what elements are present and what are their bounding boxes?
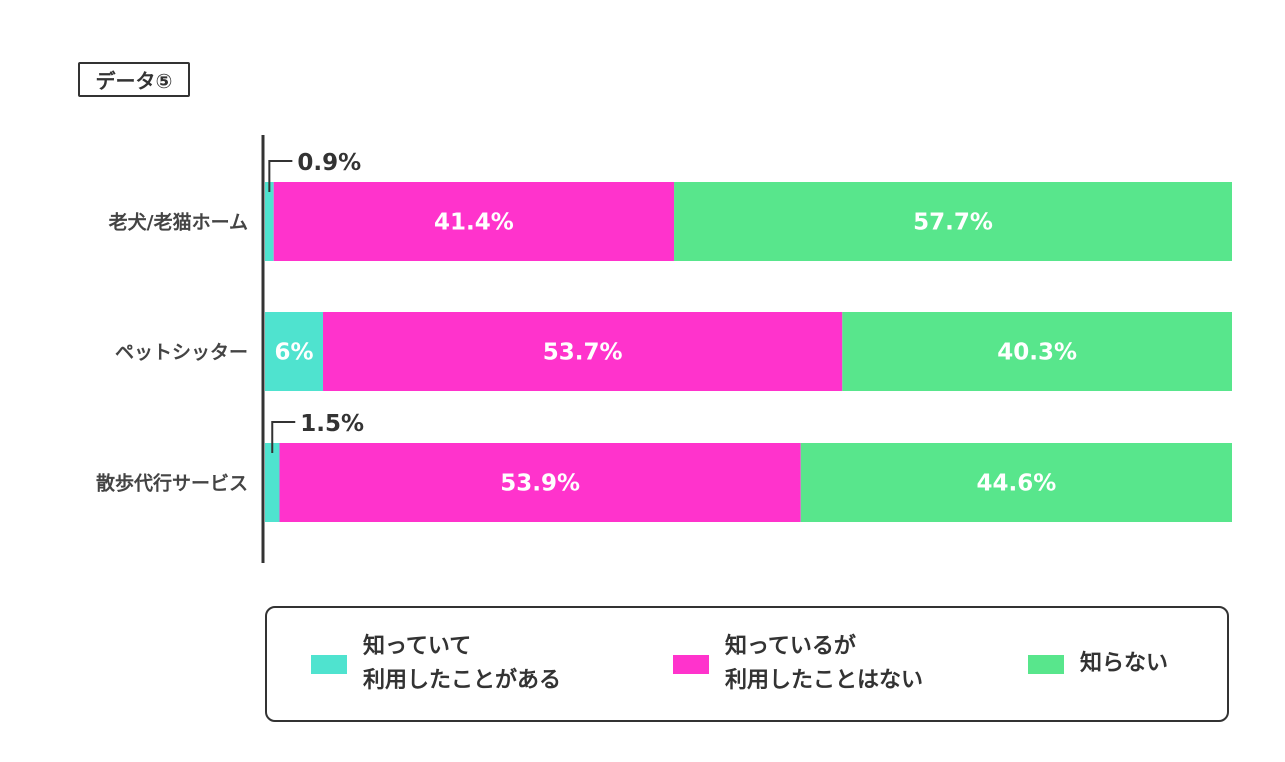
legend-label-unknown: 知らない — [1080, 651, 1169, 676]
legend-item-used: 知っていて 利用したことがある — [311, 608, 561, 720]
bar-segment-known-not-used — [273, 182, 675, 261]
category-label: 老犬/老猫ホーム — [109, 211, 248, 234]
bar-segment-known-not-used — [279, 443, 801, 522]
bar-segment-unknown — [800, 443, 1232, 522]
bar-segment-known-not-used — [323, 312, 843, 391]
category-label: ペットシッター — [115, 342, 248, 364]
legend-item-known-not-used: 知っているが 利用したことはない — [673, 608, 923, 720]
data-label: 44.6% — [976, 471, 1056, 497]
legend-label-known-not-used: 知っているが 利用したことはない — [725, 634, 924, 693]
legend-swatch-unknown — [1028, 654, 1064, 674]
bar-row-1: 老犬/老猫ホーム 0.9% 41.4% 57.7% — [109, 150, 1232, 261]
callout-label: 0.9% — [297, 150, 361, 176]
legend-item-unknown: 知らない — [1028, 608, 1168, 720]
legend-swatch-used — [311, 654, 347, 674]
bar-segment-unknown — [674, 182, 1232, 261]
bar-segment-used — [265, 312, 324, 391]
legend-label-used: 知っていて 利用したことがある — [363, 634, 562, 693]
data-tag: データ⑤ — [78, 62, 190, 97]
data-label: 41.4% — [434, 210, 514, 236]
data-label: 57.7% — [913, 210, 993, 236]
legend-swatch-known-not-used — [673, 654, 709, 674]
bar-row-3: 散歩代行サービス 1.5% 53.9% 44.6% — [96, 411, 1232, 522]
data-label: 40.3% — [997, 340, 1077, 366]
bar-segment-unknown — [842, 312, 1232, 391]
data-label: 53.9% — [500, 471, 580, 497]
category-label: 散歩代行サービス — [96, 472, 248, 495]
legend: 知っていて 利用したことがある 知っているが 利用したことはない 知らない — [265, 606, 1229, 722]
bar-segment-used — [265, 182, 274, 261]
data-label: 53.7% — [543, 340, 623, 366]
callout-label: 1.5% — [300, 411, 364, 437]
stacked-bar-chart: 老犬/老猫ホーム 0.9% 41.4% 57.7% ペットシッター 6% 53.7% 40.3… — [96, 135, 1232, 563]
callout-leader-line — [268, 160, 293, 192]
data-label: 6% — [274, 340, 313, 366]
bar-segment-used — [265, 443, 280, 522]
bar-row-2: ペットシッター 6% 53.7% 40.3% — [115, 312, 1232, 391]
callout-leader-line — [271, 421, 296, 453]
